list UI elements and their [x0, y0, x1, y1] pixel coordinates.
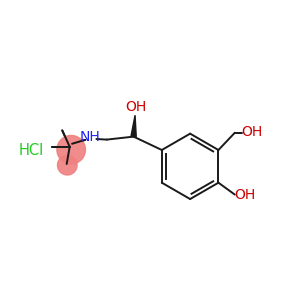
Text: OH: OH: [234, 188, 255, 203]
Circle shape: [58, 155, 77, 175]
Text: HCl: HCl: [19, 142, 44, 158]
Text: OH: OH: [241, 125, 262, 139]
Text: NH: NH: [80, 130, 101, 144]
Text: OH: OH: [125, 100, 146, 114]
Polygon shape: [131, 115, 136, 136]
Circle shape: [57, 135, 86, 164]
